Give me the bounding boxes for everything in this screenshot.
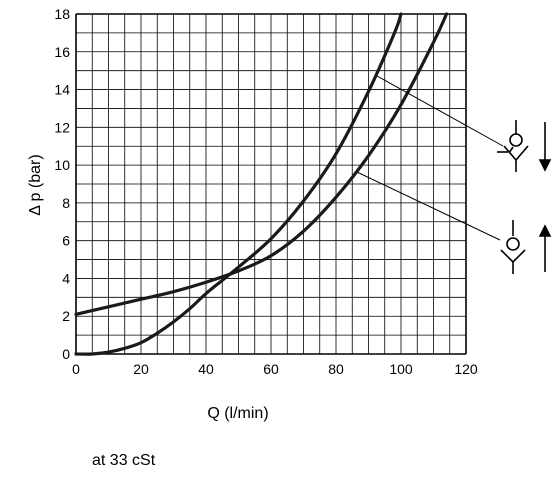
series-line-2 — [74, 12, 449, 316]
x-tick-label: 100 — [389, 361, 413, 377]
y-tick-label: 2 — [62, 308, 70, 324]
leader-line-top — [376, 75, 504, 147]
series-line-1 — [74, 12, 403, 356]
leader-line-bottom — [356, 171, 501, 241]
viscosity-note: at 33 cSt — [92, 452, 156, 469]
y-tick-labels: 0 2 4 6 8 10 12 14 16 18 — [54, 6, 70, 362]
y-tick-label: 8 — [62, 195, 70, 211]
check-valve-spring-down-icon — [497, 120, 552, 172]
x-tick-label: 0 — [72, 361, 80, 377]
y-tick-label: 12 — [54, 119, 70, 135]
y-axis-label: Δ p (bar) — [27, 154, 44, 215]
y-tick-label: 14 — [54, 82, 70, 98]
x-tick-label: 80 — [328, 361, 344, 377]
x-tick-label: 40 — [198, 361, 214, 377]
chart-curves — [74, 12, 449, 356]
y-tick-label: 10 — [54, 157, 70, 173]
y-tick-label: 0 — [62, 346, 70, 362]
x-tick-labels: 0 20 40 60 80 100 120 — [72, 361, 478, 377]
y-tick-label: 4 — [62, 270, 70, 286]
y-tick-label: 6 — [62, 233, 70, 249]
x-tick-label: 120 — [454, 361, 478, 377]
y-tick-label: 16 — [54, 44, 70, 60]
x-tick-label: 60 — [263, 361, 279, 377]
y-tick-label: 18 — [54, 6, 70, 22]
x-tick-label: 20 — [133, 361, 149, 377]
chart-grid — [75, 13, 467, 355]
check-valve-up-icon — [500, 220, 552, 274]
x-axis-label: Q (l/min) — [207, 405, 268, 422]
